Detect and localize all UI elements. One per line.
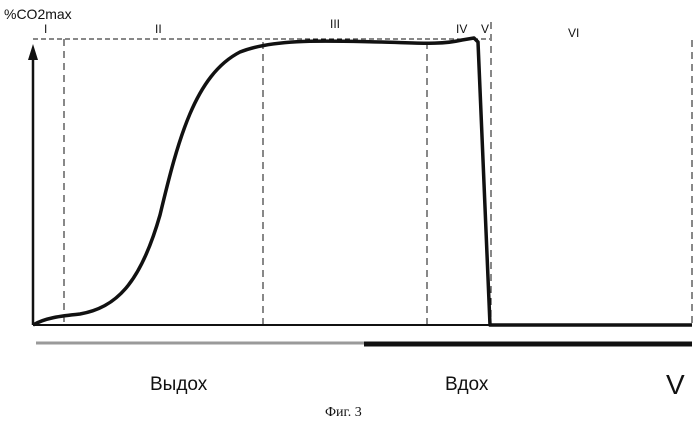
figure-caption: Фиг. 3 (325, 405, 362, 420)
phase-label: III (330, 17, 340, 31)
x-axis-label: V (666, 369, 685, 400)
phase-label: V (481, 22, 489, 36)
phase-label: I (44, 22, 47, 36)
phase-label: II (155, 22, 162, 36)
y-axis-label: %CO2max (4, 6, 72, 22)
co2-curve (33, 38, 692, 325)
exhale-label: Выдох (150, 374, 208, 395)
phase-label: VI (568, 26, 579, 40)
inhale-label: Вдох (445, 374, 489, 395)
y-axis-arrow (28, 44, 38, 60)
phase-label: IV (456, 22, 467, 36)
